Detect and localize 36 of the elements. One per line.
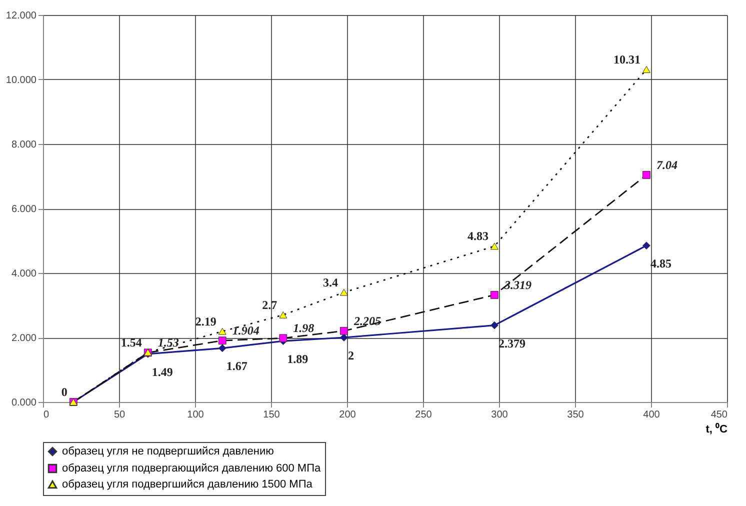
- x-tick-label: 200: [339, 410, 356, 420]
- data-label: 1.98: [293, 321, 314, 336]
- y-tick-label: 4.000: [11, 268, 37, 280]
- legend-label: образец угля подвергшийся давлению 1500 МПа: [62, 478, 314, 490]
- x-tick-label: 150: [263, 410, 280, 420]
- y-tick-label: 12.000: [6, 10, 37, 22]
- y-tick-label: 8.000: [11, 140, 37, 150]
- data-label: 10.31: [613, 52, 640, 67]
- legend-label: образец угля не подвергшийся давлению: [62, 446, 274, 458]
- data-label: 3.4: [322, 275, 338, 290]
- x-tick-label: 100: [187, 410, 204, 420]
- x-tick-label: 250: [415, 410, 432, 420]
- x-tick-label: 350: [567, 410, 584, 420]
- x-tick-label: 300: [491, 410, 508, 420]
- data-label: 2.205: [352, 314, 381, 328]
- data-label: 1.53: [158, 336, 179, 350]
- data-label: 0: [61, 385, 68, 399]
- data-label: 1.904: [232, 324, 260, 338]
- data-label: 4.83: [467, 229, 488, 244]
- data-label: 3.319: [503, 278, 532, 292]
- legend-label: образец угля подвергающийся давлению 600 МПа: [62, 462, 322, 474]
- data-label: 2: [348, 348, 354, 362]
- y-tick-label: 10.000: [6, 75, 37, 86]
- y-tick-label: 2.000: [11, 333, 37, 344]
- x-tick-label: 450: [710, 410, 728, 420]
- data-label: 7.04: [656, 158, 678, 172]
- x-tick-label: 50: [114, 410, 126, 420]
- y-tick-label: 0.000: [11, 398, 37, 408]
- data-label: 1.67: [226, 359, 248, 374]
- data-label: 1.89: [287, 352, 308, 366]
- x-axis-title: t, ⁰C: [706, 422, 728, 436]
- x-tick-label: 400: [643, 410, 660, 420]
- y-tick-label: 6.000: [11, 204, 37, 215]
- data-label: 1.54: [120, 335, 142, 350]
- x-tick-label: 0: [44, 410, 50, 420]
- data-label: 1.49: [152, 364, 173, 379]
